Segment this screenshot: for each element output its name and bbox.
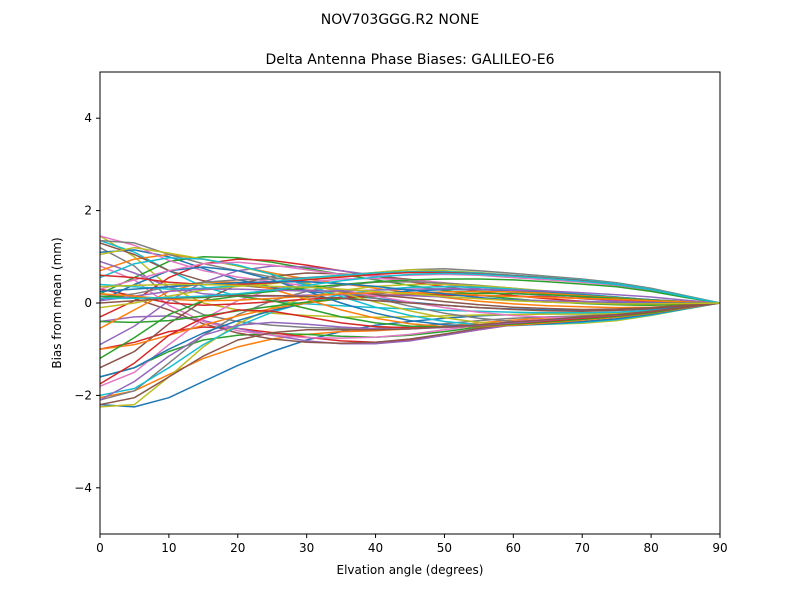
- series-line-az080: [100, 235, 720, 319]
- y-tick-label: −2: [74, 388, 92, 402]
- series-line-b6: [100, 278, 720, 304]
- series-line-az090: [100, 239, 720, 314]
- x-tick-label: 80: [643, 541, 658, 555]
- series-layer: [100, 235, 720, 408]
- y-tick-label: 4: [84, 111, 92, 125]
- series-line-b8: [100, 292, 720, 304]
- x-axis-label: Elvation angle (degrees): [337, 563, 484, 577]
- x-tick-label: 50: [437, 541, 452, 555]
- series-line-b11: [100, 272, 720, 304]
- series-line-az120: [100, 256, 720, 307]
- x-axis: 0 10 20 30 40 50 60 70 80 90: [96, 534, 728, 555]
- y-tick-label: 0: [84, 296, 92, 310]
- series-line-b12: [100, 283, 720, 305]
- series-line-az240: [100, 260, 720, 304]
- series-line-b4: [100, 270, 720, 304]
- x-tick-label: 0: [96, 541, 104, 555]
- x-tick-label: 70: [575, 541, 590, 555]
- x-tick-label: 30: [299, 541, 314, 555]
- y-axis-label: Bias from mean (mm): [50, 237, 64, 368]
- series-line-b1: [100, 261, 720, 304]
- series-line-az250: [100, 242, 720, 311]
- x-tick-label: 90: [712, 541, 727, 555]
- plot-area: [99, 71, 721, 535]
- y-tick-label: 2: [84, 204, 92, 218]
- x-tick-label: 10: [161, 541, 176, 555]
- x-tick-label: 20: [230, 541, 245, 555]
- series-line-az290: [100, 256, 720, 326]
- figure-suptitle: NOV703GGG.R2 NONE: [321, 12, 479, 28]
- series-line-az300: [100, 266, 720, 327]
- y-tick-label: −4: [74, 481, 92, 495]
- chart-title: Delta Antenna Phase Biases: GALILEO-E6: [265, 52, 554, 68]
- x-tick-label: 40: [368, 541, 383, 555]
- x-tick-label: 60: [506, 541, 521, 555]
- y-axis: −4 −2 0 2 4: [74, 111, 100, 495]
- series-line-b7: [100, 287, 720, 304]
- series-line-az350: [100, 302, 720, 406]
